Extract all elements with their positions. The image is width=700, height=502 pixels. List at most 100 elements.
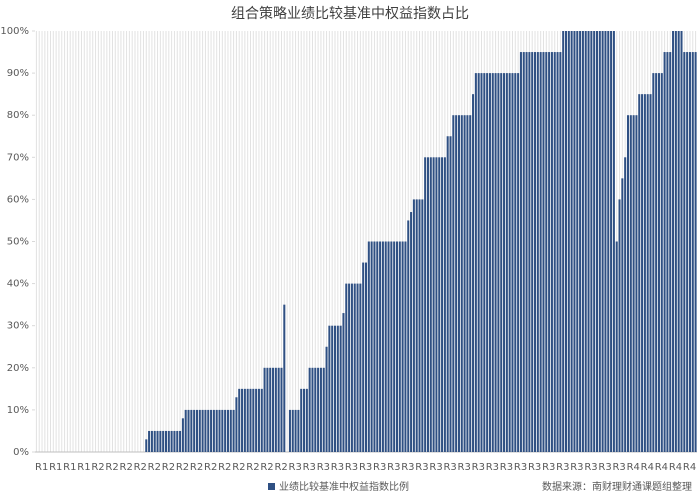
x-tick-label: R2 [91, 462, 104, 473]
bar [581, 31, 584, 452]
bar [694, 52, 697, 453]
bar [319, 367, 322, 452]
bar [181, 418, 184, 452]
bar [494, 73, 497, 452]
x-tick-label: R3 [584, 462, 597, 473]
bar [235, 397, 238, 452]
bar [241, 388, 244, 452]
bar [486, 73, 489, 452]
bar [426, 157, 429, 453]
x-tick-label: R3 [373, 462, 386, 473]
bar [401, 241, 404, 452]
bar [336, 325, 339, 452]
bar [598, 31, 601, 452]
x-tick-label: R3 [598, 462, 611, 473]
y-tick-label: 40% [7, 279, 29, 290]
x-tick-label: R2 [176, 462, 189, 473]
bar [522, 52, 525, 453]
bar [474, 73, 477, 452]
bar [252, 388, 255, 452]
bar [179, 430, 182, 452]
bar [680, 31, 683, 452]
bar [632, 115, 635, 452]
bar [322, 367, 325, 452]
bar [610, 31, 613, 452]
bar [362, 262, 365, 452]
x-tick-label: R3 [570, 462, 583, 473]
bar [381, 241, 384, 452]
bar [508, 73, 511, 452]
bar [691, 52, 694, 453]
bar [688, 52, 691, 453]
bar [348, 283, 351, 452]
x-tick-label: R3 [528, 462, 541, 473]
bar [212, 409, 215, 452]
bar [277, 367, 280, 452]
bar [266, 367, 269, 452]
bar [539, 52, 542, 453]
bar [288, 409, 291, 452]
bar [483, 73, 486, 452]
bar [269, 367, 272, 452]
bar [395, 241, 399, 452]
bar [418, 199, 421, 452]
y-tick-label: 100% [0, 26, 29, 37]
bar [429, 157, 432, 453]
bar [618, 199, 621, 452]
bar [207, 409, 210, 452]
bar [164, 430, 168, 452]
bar [449, 136, 452, 452]
bar [660, 73, 663, 452]
bar [190, 409, 193, 452]
y-tick-label: 50% [7, 237, 29, 248]
bar [460, 115, 463, 452]
bar [311, 367, 314, 452]
x-tick-label: R2 [204, 462, 217, 473]
bar [404, 241, 407, 452]
legend-swatch [268, 483, 275, 490]
bar [550, 52, 553, 453]
bar [525, 52, 528, 453]
bar [224, 409, 227, 452]
bar [176, 430, 179, 452]
bar [567, 31, 570, 452]
x-tick-label: R3 [472, 462, 485, 473]
bar [646, 94, 649, 453]
x-tick-label: R3 [486, 462, 499, 473]
bar [666, 52, 669, 453]
bar [604, 31, 607, 452]
y-tick-label: 30% [7, 321, 29, 332]
bar [260, 388, 263, 452]
bar [624, 157, 627, 453]
bar [325, 346, 328, 452]
bar [204, 409, 207, 452]
bar [590, 31, 593, 452]
bar [159, 430, 162, 452]
bar [359, 283, 362, 452]
bar [441, 157, 444, 453]
x-tick-label: R1 [35, 462, 48, 473]
bar [626, 115, 629, 452]
bar [657, 73, 660, 452]
bar [517, 73, 520, 452]
bar [500, 73, 503, 452]
bar [153, 430, 156, 452]
bar [249, 388, 252, 452]
bar [317, 367, 320, 452]
x-tick-label: R3 [556, 462, 569, 473]
bar [195, 409, 198, 452]
bar [455, 115, 458, 452]
bar [435, 157, 438, 453]
bar [331, 325, 334, 452]
bar [297, 409, 300, 452]
bar [201, 409, 204, 452]
bar [370, 241, 373, 452]
bar [438, 157, 441, 453]
bar [162, 430, 165, 452]
bar [272, 367, 275, 452]
bar [232, 409, 235, 452]
bar [364, 262, 368, 452]
bar [150, 430, 153, 452]
y-tick-label: 10% [7, 405, 29, 416]
